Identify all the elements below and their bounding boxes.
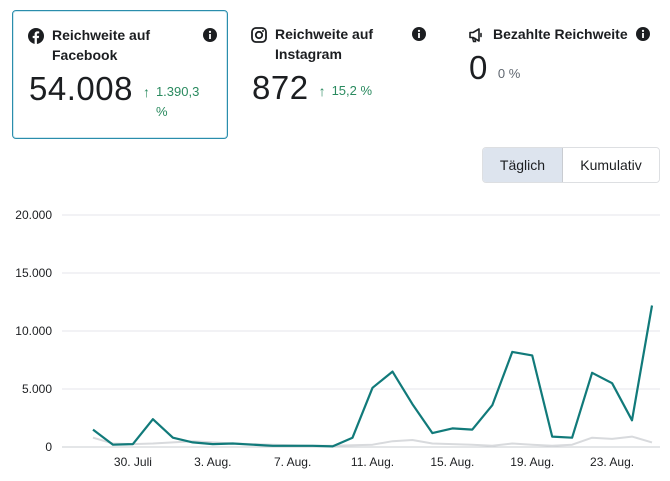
y-tick-label: 20.000 — [15, 208, 52, 222]
facebook-reach-value: 54.008 — [29, 70, 133, 107]
cumulative-toggle-button[interactable]: Kumulativ — [563, 148, 659, 182]
arrow-up-icon: ↑ — [318, 83, 326, 99]
arrow-up-icon: ↑ — [142, 84, 150, 100]
paid-change-value: 0 % — [497, 66, 521, 81]
facebook-metric: 54.008 ↑ 1.390,3 % — [29, 69, 213, 122]
x-tick-label: 7. Aug. — [274, 455, 311, 469]
y-tick-label: 5.000 — [22, 382, 52, 396]
y-tick-label: 0 — [45, 440, 52, 454]
x-tick-label: 11. Aug. — [351, 455, 394, 469]
daily-toggle-button[interactable]: Täglich — [483, 148, 563, 182]
series-line-facebook — [92, 305, 654, 448]
facebook-icon — [27, 27, 44, 44]
x-tick-label: 30. Juli — [114, 455, 152, 469]
facebook-card-title: Reichweite auf Facebook — [52, 27, 151, 63]
instagram-card-title: Reichweite auf Instagram — [275, 26, 374, 62]
instagram-icon — [250, 26, 267, 43]
megaphone-icon — [468, 26, 485, 43]
reach-line-chart: 0 5.000 10.000 15.000 20.000 30. Juli 3. Aug.… — [15, 208, 660, 469]
y-axis-ticks: 0 5.000 10.000 15.000 20.000 — [15, 208, 52, 454]
view-toggle: Täglich Kumulativ — [482, 147, 660, 183]
y-tick-label: 15.000 — [15, 266, 52, 280]
x-tick-label: 15. Aug. — [430, 455, 474, 469]
instagram-change-value: 15,2 % — [331, 83, 373, 98]
info-icon[interactable] — [636, 27, 650, 41]
x-axis-ticks: 30. Juli 3. Aug. 7. Aug. 11. Aug. 15. Aug. 19… — [114, 455, 634, 469]
paid-reach-value: 0 — [469, 49, 488, 86]
instagram-change: ↑ 15,2 % — [319, 81, 372, 101]
instagram-metric: 872 ↑ 15,2 % — [252, 68, 372, 108]
x-tick-label: 3. Aug. — [194, 455, 231, 469]
x-tick-label: 19. Aug. — [510, 455, 554, 469]
instagram-reach-card[interactable]: Reichweite auf Instagram 872 ↑ 15,2 % — [240, 10, 436, 139]
paid-card-header: Bezahlte Reichweite — [468, 24, 650, 44]
info-icon[interactable] — [412, 27, 426, 41]
paid-metric: 0 0 % — [469, 48, 520, 88]
paid-card-title: Bezahlte Reichweite — [493, 26, 628, 42]
facebook-change: ↑ 1.390,3 % — [143, 82, 213, 122]
chart-gridlines — [62, 214, 660, 448]
instagram-reach-value: 872 — [252, 69, 309, 106]
chart-series — [92, 305, 654, 448]
x-tick-label: 23. Aug. — [590, 455, 634, 469]
instagram-card-header: Reichweite auf Instagram — [250, 24, 426, 64]
y-tick-label: 10.000 — [15, 324, 52, 338]
facebook-reach-card[interactable]: Reichweite auf Facebook 54.008 ↑ 1.390,3… — [12, 10, 228, 139]
facebook-change-value: 1.390,3 % — [155, 84, 200, 119]
info-icon[interactable] — [203, 28, 217, 42]
facebook-card-header: Reichweite auf Facebook — [27, 25, 217, 65]
paid-reach-card[interactable]: Bezahlte Reichweite 0 0 % — [460, 10, 660, 139]
